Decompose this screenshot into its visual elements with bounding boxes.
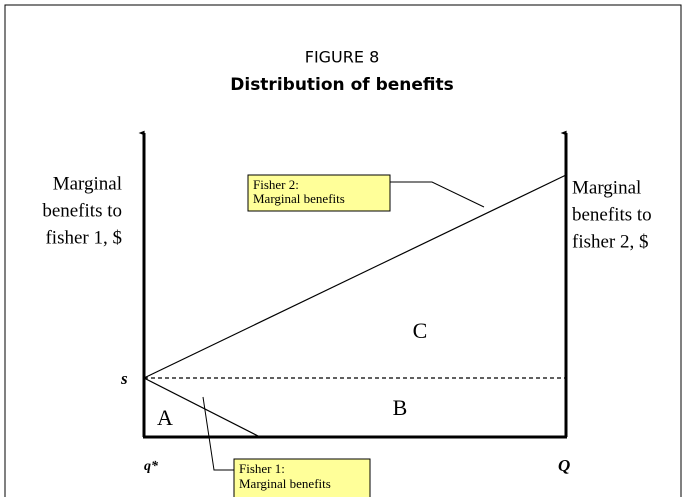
area-label: C (413, 318, 428, 343)
area-label: A (157, 405, 173, 430)
callout-box (247, 174, 391, 212)
area-label: B (393, 395, 408, 420)
right-label: Marginal (572, 177, 641, 198)
right-label: benefits to (572, 204, 652, 225)
fisher2-line (143, 174, 567, 379)
q-star-label: q* (144, 459, 159, 474)
figure-number: FIGURE 8 (305, 48, 380, 67)
Q-label: Q (558, 456, 570, 475)
callout-text: Marginal benefits (239, 476, 331, 491)
callout-text: Fisher 1: (239, 461, 285, 476)
left-label: benefits to (42, 200, 122, 221)
connector (202, 396, 234, 471)
callout-text: Marginal benefits (253, 191, 345, 206)
callout-text: Fisher 2: (253, 177, 299, 192)
connector (390, 181, 485, 208)
right-label: fisher 2, $ (572, 231, 649, 252)
left-label: Marginal (53, 173, 122, 194)
left-label: fisher 1, $ (45, 227, 122, 248)
fisher1-line (143, 377, 261, 438)
s-label: s (120, 369, 128, 388)
frame (4, 4, 682, 497)
callout-box (233, 458, 371, 497)
figure-title: Distribution of benefits (230, 75, 454, 95)
